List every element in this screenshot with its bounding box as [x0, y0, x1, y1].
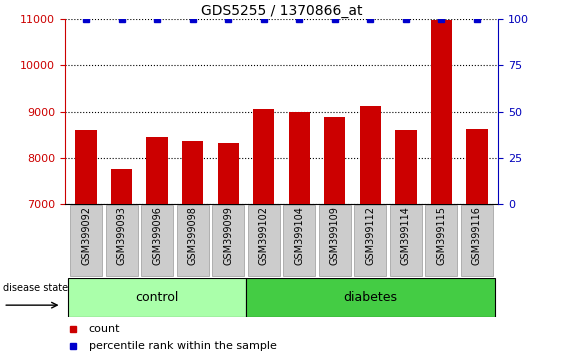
Text: GSM399102: GSM399102 — [259, 206, 269, 265]
Bar — [146, 137, 168, 204]
Bar — [431, 21, 452, 204]
Text: GSM399092: GSM399092 — [81, 206, 91, 265]
Bar — [461, 205, 493, 276]
Text: count: count — [88, 324, 120, 333]
Bar — [466, 129, 488, 204]
Bar — [390, 205, 422, 276]
Text: diabetes: diabetes — [343, 291, 397, 304]
Bar — [141, 205, 173, 276]
Text: GSM399093: GSM399093 — [117, 206, 127, 265]
Text: GSM399109: GSM399109 — [330, 206, 340, 265]
Text: control: control — [136, 291, 179, 304]
Text: GSM399112: GSM399112 — [365, 206, 376, 265]
Text: GSM399114: GSM399114 — [401, 206, 411, 265]
Bar — [319, 205, 351, 276]
Bar — [106, 205, 137, 276]
Text: GSM399099: GSM399099 — [223, 206, 233, 265]
Text: GSM399096: GSM399096 — [152, 206, 162, 265]
Bar — [182, 141, 203, 204]
Bar — [324, 118, 346, 204]
Bar — [212, 205, 244, 276]
Bar — [360, 105, 381, 204]
Bar — [177, 205, 209, 276]
Bar — [253, 109, 274, 204]
Bar — [395, 130, 417, 204]
Bar — [75, 130, 97, 204]
Text: GSM399098: GSM399098 — [187, 206, 198, 265]
Text: GSM399115: GSM399115 — [436, 206, 446, 265]
Bar — [246, 278, 495, 317]
Bar — [111, 169, 132, 204]
Text: percentile rank within the sample: percentile rank within the sample — [88, 341, 276, 351]
Text: disease state: disease state — [3, 282, 68, 293]
Bar — [283, 205, 315, 276]
Bar — [289, 112, 310, 204]
Bar — [354, 205, 386, 276]
Bar — [70, 205, 102, 276]
Bar — [68, 278, 246, 317]
Title: GDS5255 / 1370866_at: GDS5255 / 1370866_at — [201, 5, 362, 18]
Bar — [217, 143, 239, 204]
Bar — [426, 205, 457, 276]
Bar — [248, 205, 280, 276]
Text: GSM399116: GSM399116 — [472, 206, 482, 265]
Text: GSM399104: GSM399104 — [294, 206, 304, 265]
